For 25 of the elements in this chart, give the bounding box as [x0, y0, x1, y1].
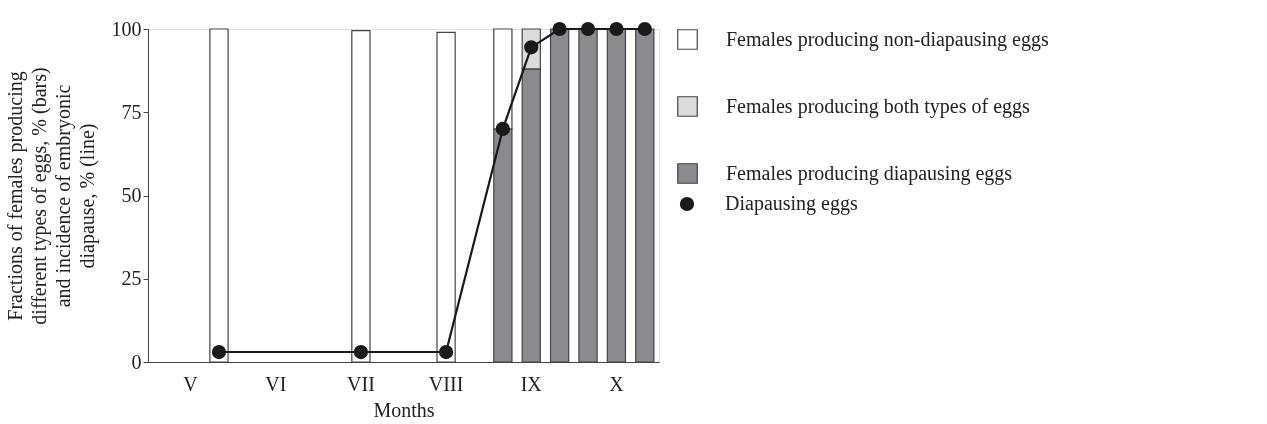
legend-label: Females producing non-diapausing eggs [726, 27, 1049, 51]
x-tick-label: VIII [428, 372, 464, 395]
x-tick-label: VI [265, 372, 287, 395]
point [353, 344, 369, 360]
legend-label: Diapausing eggs [725, 192, 858, 215]
legend-label: Females producing diapausing eggs [726, 161, 1013, 185]
y-tick-label: 25 [121, 267, 142, 290]
point [438, 344, 454, 360]
point [609, 21, 624, 37]
point [552, 21, 567, 37]
x-axis-title: Months [373, 398, 435, 421]
point [211, 344, 227, 360]
x-tick-label: V [183, 372, 199, 395]
point [495, 121, 510, 137]
y-tick-label: 0 [131, 350, 142, 373]
y-tick-label: 75 [121, 100, 142, 123]
x-tick-label: X [609, 372, 625, 395]
legend-label: Females producing both types of eggs [726, 94, 1031, 118]
x-tick-label: VII [347, 372, 375, 395]
y-axis-title: Fractions of females producing different types of eggs, % (bars) and incidence of embryonic diapause, % (line) [3, 67, 99, 325]
y-tick-label: 50 [121, 184, 142, 206]
point [580, 21, 596, 37]
point [637, 21, 652, 37]
y-tick-label: 100 [111, 17, 142, 40]
x-tick-label: IX [520, 372, 543, 395]
